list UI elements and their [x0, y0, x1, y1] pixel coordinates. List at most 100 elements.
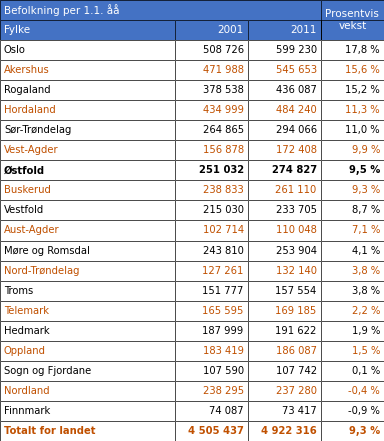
- Bar: [321, 160, 384, 180]
- Text: 73 417: 73 417: [282, 406, 317, 416]
- Text: Nord-Trøndelag: Nord-Trøndelag: [4, 265, 79, 276]
- Text: -0,9 %: -0,9 %: [348, 406, 380, 416]
- Bar: [321, 261, 384, 280]
- Bar: [321, 280, 384, 301]
- Bar: [248, 160, 321, 180]
- Bar: [248, 280, 321, 301]
- Bar: [248, 401, 321, 421]
- Text: Befolkning per 1.1. åå: Befolkning per 1.1. åå: [4, 4, 119, 16]
- Bar: [321, 401, 384, 421]
- Bar: [321, 100, 384, 120]
- Bar: [248, 220, 321, 240]
- Bar: [321, 220, 384, 240]
- Bar: [321, 40, 384, 60]
- Text: 169 185: 169 185: [275, 306, 317, 316]
- Bar: [0, 160, 175, 180]
- Text: 253 904: 253 904: [276, 246, 317, 255]
- Bar: [321, 20, 384, 40]
- Bar: [248, 381, 321, 401]
- Text: 264 865: 264 865: [202, 125, 244, 135]
- Bar: [0, 341, 175, 361]
- Bar: [321, 240, 384, 261]
- Bar: [0, 40, 175, 60]
- Bar: [321, 0, 384, 40]
- Text: Troms: Troms: [4, 286, 33, 295]
- Bar: [248, 301, 321, 321]
- Bar: [175, 421, 248, 441]
- Bar: [0, 80, 175, 100]
- Bar: [248, 180, 321, 200]
- Text: Totalt for landet: Totalt for landet: [4, 426, 96, 436]
- Text: 107 742: 107 742: [275, 366, 317, 376]
- Bar: [0, 361, 175, 381]
- Text: 261 110: 261 110: [275, 185, 317, 195]
- Text: 187 999: 187 999: [202, 326, 244, 336]
- Text: Fylke: Fylke: [4, 25, 30, 35]
- Bar: [175, 200, 248, 220]
- Text: 1,9 %: 1,9 %: [352, 326, 380, 336]
- Bar: [175, 401, 248, 421]
- Bar: [175, 321, 248, 341]
- Text: 1,5 %: 1,5 %: [352, 346, 380, 356]
- Text: -0,4 %: -0,4 %: [348, 386, 380, 396]
- Bar: [0, 261, 175, 280]
- Bar: [248, 120, 321, 140]
- Bar: [248, 341, 321, 361]
- Text: Telemark: Telemark: [4, 306, 49, 316]
- Bar: [175, 381, 248, 401]
- Bar: [0, 200, 175, 220]
- Bar: [248, 140, 321, 160]
- Bar: [175, 60, 248, 80]
- Bar: [321, 60, 384, 80]
- Bar: [321, 200, 384, 220]
- Bar: [0, 341, 175, 361]
- Text: 2011: 2011: [290, 25, 317, 35]
- Text: Møre og Romsdal: Møre og Romsdal: [4, 246, 90, 255]
- Text: Finnmark: Finnmark: [4, 406, 50, 416]
- Bar: [248, 240, 321, 261]
- Bar: [0, 80, 175, 100]
- Bar: [248, 120, 321, 140]
- Bar: [321, 100, 384, 120]
- Text: Rogaland: Rogaland: [4, 85, 51, 95]
- Bar: [0, 280, 175, 301]
- Bar: [0, 200, 175, 220]
- Text: 127 261: 127 261: [202, 265, 244, 276]
- Bar: [0, 240, 175, 261]
- Bar: [321, 421, 384, 441]
- Bar: [321, 301, 384, 321]
- Text: 110 048: 110 048: [276, 225, 317, 235]
- Text: 107 590: 107 590: [202, 366, 244, 376]
- Bar: [175, 160, 248, 180]
- Bar: [0, 180, 175, 200]
- Bar: [248, 261, 321, 280]
- Text: 102 714: 102 714: [202, 225, 244, 235]
- Text: 599 230: 599 230: [275, 45, 317, 55]
- Bar: [321, 180, 384, 200]
- Bar: [248, 60, 321, 80]
- Text: 2,2 %: 2,2 %: [352, 306, 380, 316]
- Text: Hordaland: Hordaland: [4, 105, 56, 115]
- Text: 294 066: 294 066: [275, 125, 317, 135]
- Text: Prosentvis
vekst: Prosentvis vekst: [325, 9, 379, 31]
- Text: 233 705: 233 705: [276, 206, 317, 215]
- Text: 7,1 %: 7,1 %: [352, 225, 380, 235]
- Bar: [248, 321, 321, 341]
- Bar: [321, 301, 384, 321]
- Text: Oppland: Oppland: [4, 346, 46, 356]
- Text: 471 988: 471 988: [203, 65, 244, 75]
- Bar: [175, 341, 248, 361]
- Bar: [0, 20, 175, 40]
- Text: 508 726: 508 726: [202, 45, 244, 55]
- Text: 8,7 %: 8,7 %: [352, 206, 380, 215]
- Bar: [321, 280, 384, 301]
- Bar: [248, 220, 321, 240]
- Text: 3,8 %: 3,8 %: [352, 286, 380, 295]
- Bar: [248, 421, 321, 441]
- Bar: [248, 20, 321, 40]
- Bar: [248, 100, 321, 120]
- Bar: [0, 381, 175, 401]
- Bar: [175, 180, 248, 200]
- Text: 237 280: 237 280: [276, 386, 317, 396]
- Text: 4,1 %: 4,1 %: [352, 246, 380, 255]
